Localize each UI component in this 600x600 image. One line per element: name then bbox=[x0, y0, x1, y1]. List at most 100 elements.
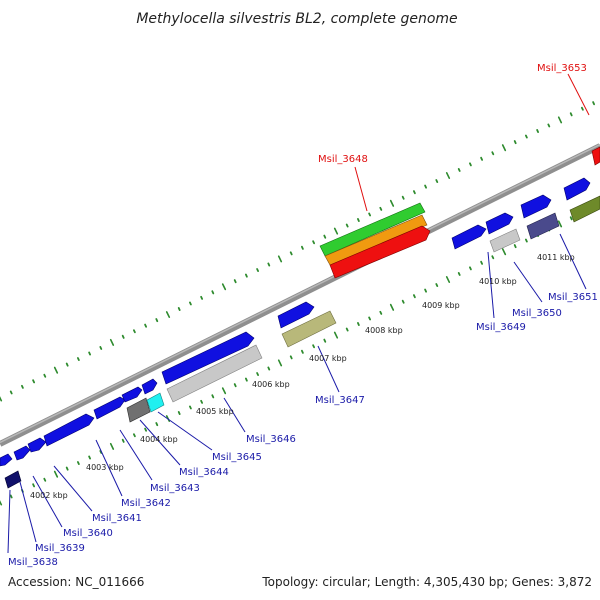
tick-mark-minor bbox=[65, 362, 69, 367]
tick-mark-minor bbox=[188, 405, 192, 410]
gene-feature[interactable] bbox=[146, 392, 165, 413]
gene-feature[interactable] bbox=[324, 214, 428, 266]
tick-mark-minor bbox=[88, 351, 91, 356]
tick-label: 4006 kbp bbox=[252, 380, 290, 389]
tick-mark-minor bbox=[289, 251, 293, 256]
tick-mark-minor bbox=[289, 355, 293, 360]
kbp-labels: 4002 kbp 4003 kbp 4004 kbp 4005 kbp 4006… bbox=[30, 253, 575, 500]
tick-mark-minor bbox=[368, 316, 372, 321]
gene-feature[interactable] bbox=[281, 310, 337, 348]
tick-mark-minor bbox=[144, 427, 148, 432]
gene-feature[interactable] bbox=[319, 202, 426, 257]
tick-mark-minor bbox=[513, 140, 517, 145]
tick-mark-minor bbox=[200, 295, 204, 300]
tick-mark-minor bbox=[312, 240, 316, 245]
tick-mark-minor bbox=[412, 294, 416, 299]
tick-mark-minor bbox=[457, 167, 461, 172]
tick-mark-minor bbox=[99, 449, 103, 454]
gene-label[interactable]: Msil_3646 bbox=[246, 434, 296, 445]
gene-label[interactable]: Msil_3651 bbox=[548, 292, 598, 303]
gene-label[interactable]: Msil_3650 bbox=[512, 308, 562, 319]
gene-feature[interactable] bbox=[166, 344, 263, 403]
tick-mark-major bbox=[0, 396, 3, 402]
tick-mark-minor bbox=[356, 321, 360, 327]
tick-label: 4004 kbp bbox=[140, 435, 178, 444]
gene-label[interactable]: Msil_3640 bbox=[63, 528, 113, 539]
gene-label[interactable]: Msil_3641 bbox=[92, 513, 142, 524]
tick-label: 4002 kbp bbox=[30, 491, 68, 500]
gene-label[interactable]: Msil_3642 bbox=[121, 498, 171, 509]
tick-mark-major bbox=[109, 338, 115, 346]
gene-feature[interactable] bbox=[451, 224, 487, 250]
accession-text: Accession: NC_011666 bbox=[8, 575, 144, 589]
tick-mark-minor bbox=[480, 156, 484, 161]
tick-mark-minor bbox=[569, 112, 573, 117]
gene-label[interactable]: Msil_3644 bbox=[179, 467, 229, 478]
tick-mark-major bbox=[557, 116, 563, 124]
tick-mark-minor bbox=[581, 106, 584, 111]
feature-track bbox=[0, 146, 600, 489]
tick-mark-minor bbox=[121, 438, 125, 443]
tick-mark-minor bbox=[491, 151, 495, 156]
tick-mark-minor bbox=[323, 338, 327, 343]
tick-mark-major bbox=[333, 331, 339, 339]
gene-feature[interactable] bbox=[569, 195, 600, 223]
gene-label[interactable]: Msil_3647 bbox=[315, 395, 365, 406]
gene-feature[interactable] bbox=[489, 228, 521, 253]
gene-label[interactable]: Msil_3648 bbox=[318, 154, 368, 165]
tick-mark-minor bbox=[401, 299, 405, 304]
tick-mark-major bbox=[445, 275, 451, 284]
tick-mark-minor bbox=[132, 433, 136, 438]
tick-mark-major bbox=[277, 255, 283, 263]
gene-feature[interactable] bbox=[141, 378, 158, 395]
tick-mark-minor bbox=[144, 323, 148, 328]
gene-label[interactable]: Msil_3643 bbox=[150, 483, 200, 494]
gene-feature[interactable] bbox=[329, 225, 431, 279]
gene-feature[interactable] bbox=[27, 437, 47, 453]
tick-mark-minor bbox=[211, 290, 215, 295]
gene-feature[interactable] bbox=[277, 301, 315, 329]
gene-feature[interactable] bbox=[43, 413, 95, 447]
tick-mark-minor bbox=[132, 329, 136, 334]
tick-mark-minor bbox=[424, 184, 428, 189]
tick-mark-major bbox=[109, 442, 115, 450]
tick-mark-minor bbox=[323, 234, 327, 239]
tick-mark-minor bbox=[177, 410, 181, 416]
gene-feature[interactable] bbox=[520, 194, 552, 219]
tick-label: 4009 kbp bbox=[422, 301, 460, 310]
tick-mark-minor bbox=[379, 206, 383, 211]
gene-feature[interactable] bbox=[526, 212, 560, 240]
tick-mark-minor bbox=[200, 399, 204, 404]
gene-feature[interactable] bbox=[93, 396, 126, 420]
tick-mark-minor bbox=[356, 217, 360, 223]
gene-label[interactable]: Msil_3653 bbox=[537, 63, 587, 74]
gene-label[interactable]: Msil_3645 bbox=[212, 452, 262, 463]
tick-mark-major bbox=[165, 311, 171, 319]
tick-mark-minor bbox=[65, 466, 69, 471]
gene-feature[interactable] bbox=[563, 177, 591, 201]
tick-mark-minor bbox=[99, 345, 103, 350]
tick-mark-major bbox=[53, 470, 59, 478]
tick-mark-minor bbox=[547, 123, 551, 128]
gene-feature[interactable] bbox=[485, 212, 514, 235]
gene-label[interactable]: Msil_3639 bbox=[35, 543, 85, 554]
tick-mark-minor bbox=[155, 318, 159, 323]
gene-feature[interactable] bbox=[13, 445, 31, 461]
tick-mark-minor bbox=[424, 288, 428, 293]
gene-feature[interactable] bbox=[0, 453, 13, 467]
tick-mark-minor bbox=[480, 260, 484, 265]
tick-mark-minor bbox=[435, 283, 439, 288]
tick-mark-major bbox=[501, 144, 507, 152]
tick-label: 4008 kbp bbox=[365, 326, 403, 335]
gene-feature[interactable] bbox=[591, 146, 600, 166]
gene-feature[interactable] bbox=[161, 331, 255, 385]
gene-label[interactable]: Msil_3638 bbox=[8, 557, 58, 568]
tick-mark-major bbox=[277, 359, 283, 367]
gene-feature[interactable] bbox=[121, 386, 143, 403]
tick-label: 4005 kbp bbox=[196, 407, 234, 416]
tick-row-upper bbox=[0, 101, 595, 402]
gene-label[interactable]: Msil_3649 bbox=[476, 322, 526, 333]
tick-mark-minor bbox=[457, 271, 461, 276]
gene-feature[interactable] bbox=[4, 470, 22, 489]
gene-feature[interactable] bbox=[126, 397, 151, 423]
